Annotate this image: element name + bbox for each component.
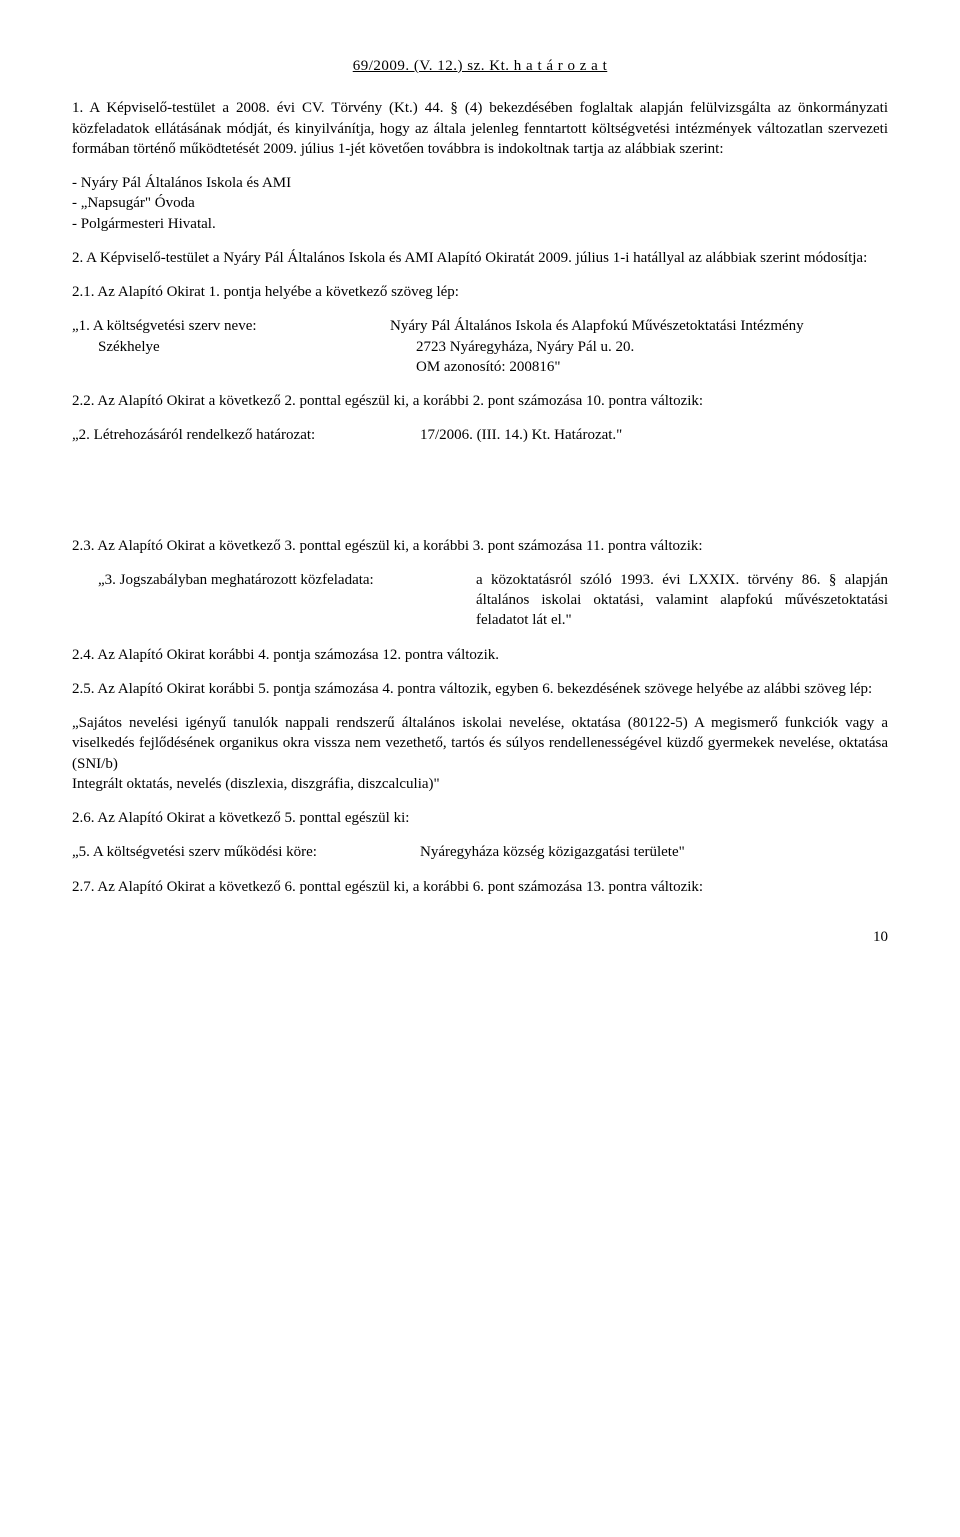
row-szerv-neve: „1. A költségvetési szerv neve: Nyáry Pá… <box>72 316 888 336</box>
paragraph-1: 1. A Képviselő-testület a 2008. évi CV. … <box>72 98 888 159</box>
paragraph-2: 2. A Képviselő-testület a Nyáry Pál Álta… <box>72 248 888 268</box>
paragraph-sni: „Sajátos nevelési igényű tanulók nappali… <box>72 713 888 774</box>
value-mukodesi-kor: Nyáregyháza község közigazgatási terület… <box>420 842 888 862</box>
paragraph-2-1: 2.1. Az Alapító Okirat 1. pontja helyébe… <box>72 282 888 302</box>
dash-list: - Nyáry Pál Általános Iskola és AMI - „N… <box>72 173 888 234</box>
paragraph-2-6: 2.6. Az Alapító Okirat a következő 5. po… <box>72 808 888 828</box>
label-letrehozas: „2. Létrehozásáról rendelkező határozat: <box>72 425 420 445</box>
dash-item-3: - Polgármesteri Hivatal. <box>72 214 888 234</box>
paragraph-2-7: 2.7. Az Alapító Okirat a következő 6. po… <box>72 877 888 897</box>
paragraph-sni-b: Integrált oktatás, nevelés (diszlexia, d… <box>72 774 888 794</box>
paragraph-2-5: 2.5. Az Alapító Okirat korábbi 5. pontja… <box>72 679 888 699</box>
row-letrehozas: „2. Létrehozásáról rendelkező határozat:… <box>72 425 888 445</box>
page-number: 10 <box>72 927 888 947</box>
value-letrehozas: 17/2006. (III. 14.) Kt. Határozat." <box>420 425 888 445</box>
label-jogszabaly: „3. Jogszabályban meghatározott közfelad… <box>72 570 476 631</box>
value-szerv-neve: Nyáry Pál Általános Iskola és Alapfokú M… <box>390 316 888 336</box>
row-jogszabaly: „3. Jogszabályban meghatározott közfelad… <box>72 570 888 631</box>
value-jogszabaly: a közoktatásról szóló 1993. évi LXXIX. t… <box>476 570 888 631</box>
resolution-title: 69/2009. (V. 12.) sz. Kt. h a t á r o z … <box>72 56 888 76</box>
szekhelye-line2: OM azonosító: 200816" <box>416 359 560 375</box>
value-szekhelye: 2723 Nyáregyháza, Nyáry Pál u. 20. OM az… <box>416 337 888 378</box>
paragraph-2-2: 2.2. Az Alapító Okirat a következő 2. po… <box>72 391 888 411</box>
paragraph-2-4: 2.4. Az Alapító Okirat korábbi 4. pontja… <box>72 645 888 665</box>
dash-item-2: - „Napsugár" Óvoda <box>72 193 888 213</box>
label-szekhelye: Székhelye <box>72 337 416 378</box>
row-szekhelye: Székhelye 2723 Nyáregyháza, Nyáry Pál u.… <box>72 337 888 378</box>
paragraph-2-3: 2.3. Az Alapító Okirat a következő 3. po… <box>72 536 888 556</box>
szekhelye-line1: 2723 Nyáregyháza, Nyáry Pál u. 20. <box>416 339 634 355</box>
row-mukodesi-kor: „5. A költségvetési szerv működési köre:… <box>72 842 888 862</box>
label-mukodesi-kor: „5. A költségvetési szerv működési köre: <box>72 842 420 862</box>
label-szerv-neve: „1. A költségvetési szerv neve: <box>72 316 390 336</box>
dash-item-1: - Nyáry Pál Általános Iskola és AMI <box>72 173 888 193</box>
